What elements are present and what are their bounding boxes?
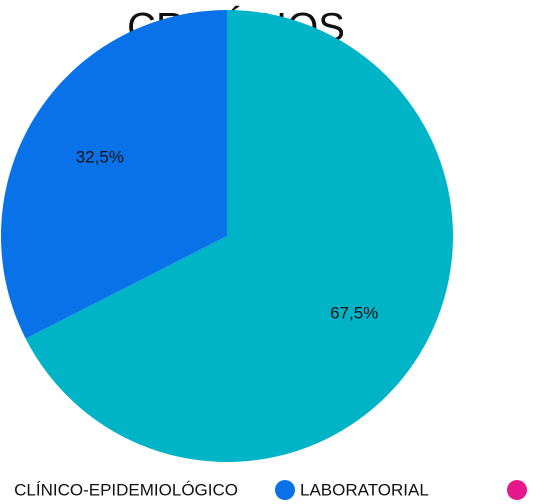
pie-slice — [25, 10, 453, 462]
pie: 67,5% 32,5% — [0, 10, 453, 462]
data-label: 32,5% — [76, 148, 124, 167]
data-label: 67,5% — [330, 303, 378, 322]
legend: CLÍNICO-EPIDEMIOLÓGICO LABORATORIAL — [14, 480, 429, 500]
pie-slice — [0, 10, 228, 339]
legend-marker — [275, 480, 295, 500]
legend-label: LABORATORIAL — [300, 480, 429, 499]
legend-marker — [507, 480, 527, 500]
legend-label: CLÍNICO-EPIDEMIOLÓGICO — [14, 480, 238, 499]
